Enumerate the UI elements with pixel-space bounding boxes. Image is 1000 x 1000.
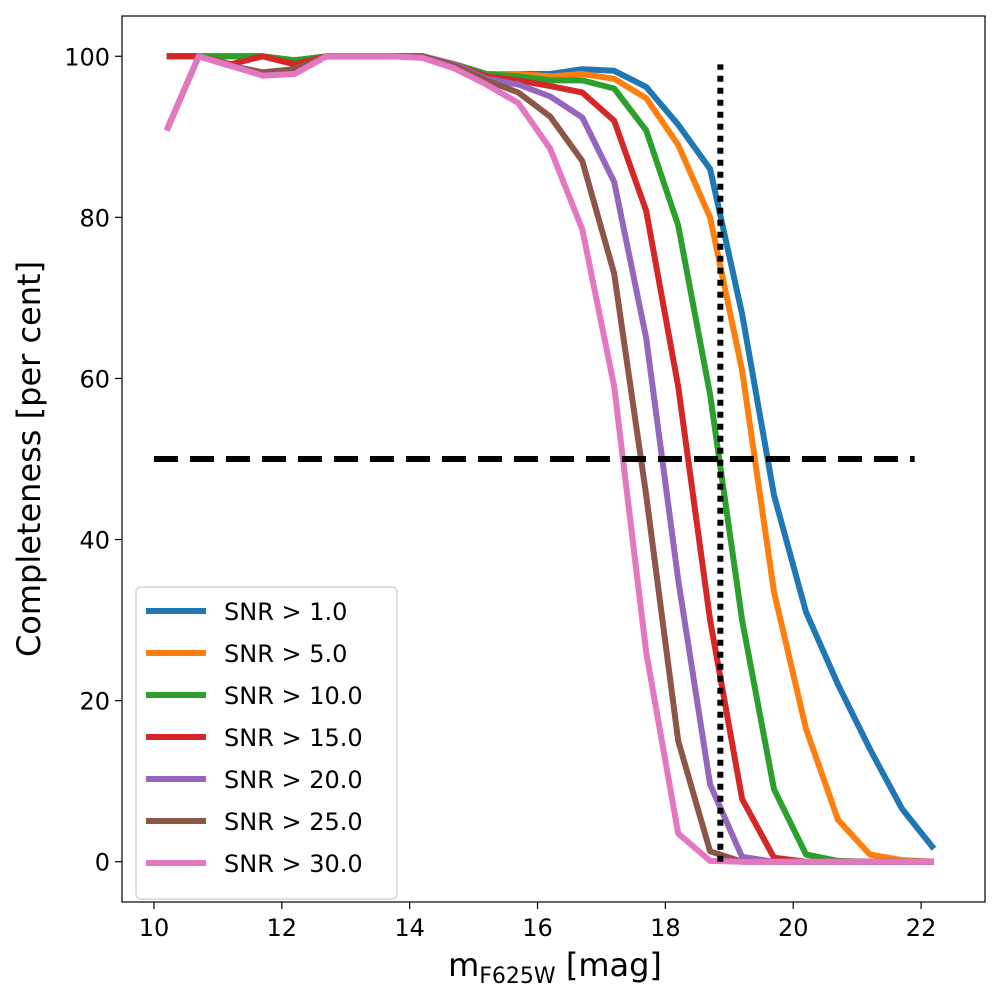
axes-frame (121, 15, 986, 903)
x-tick-label: 22 (906, 914, 937, 942)
legend-label: SNR > 1.0 (224, 598, 347, 626)
x-tick-label: 18 (650, 914, 681, 942)
series-line (166, 53, 934, 865)
x-tick-label: 14 (394, 914, 425, 942)
legend-label: SNR > 5.0 (224, 640, 347, 668)
x-axis-ticks: 10 12 14 16 18 20 22 (139, 902, 937, 942)
plot-area (153, 53, 937, 865)
legend-label: SNR > 15.0 (224, 724, 363, 752)
legend-label: SNR > 25.0 (224, 808, 363, 836)
legend-label: SNR > 20.0 (224, 766, 363, 794)
y-tick-label: 40 (79, 527, 110, 555)
y-tick-label: 80 (79, 204, 110, 232)
y-tick-label: 100 (64, 43, 110, 71)
x-tick-label: 10 (139, 914, 170, 942)
legend: SNR > 1.0 SNR > 5.0 SNR > 10.0 SNR > 15.0 SN… (135, 586, 398, 900)
x-axis-label-main: m (448, 946, 479, 984)
y-tick-label: 60 (79, 365, 110, 393)
x-axis-label-unit: [mag] (556, 946, 662, 984)
x-axis-label-subscript: F625W (479, 964, 556, 989)
series-line (163, 53, 934, 865)
y-tick-label: 20 (79, 688, 110, 716)
legend-label: SNR > 30.0 (224, 850, 363, 878)
y-axis-label: Completeness [per cent] (10, 261, 48, 657)
y-tick-label: 0 (95, 849, 110, 877)
x-tick-label: 16 (522, 914, 553, 942)
x-tick-label: 20 (778, 914, 809, 942)
x-axis-label: mF625W [mag] (448, 946, 662, 989)
legend-label: SNR > 10.0 (224, 682, 363, 710)
x-tick-label: 12 (267, 914, 298, 942)
y-axis-ticks: 0 20 40 60 80 100 (64, 43, 122, 877)
